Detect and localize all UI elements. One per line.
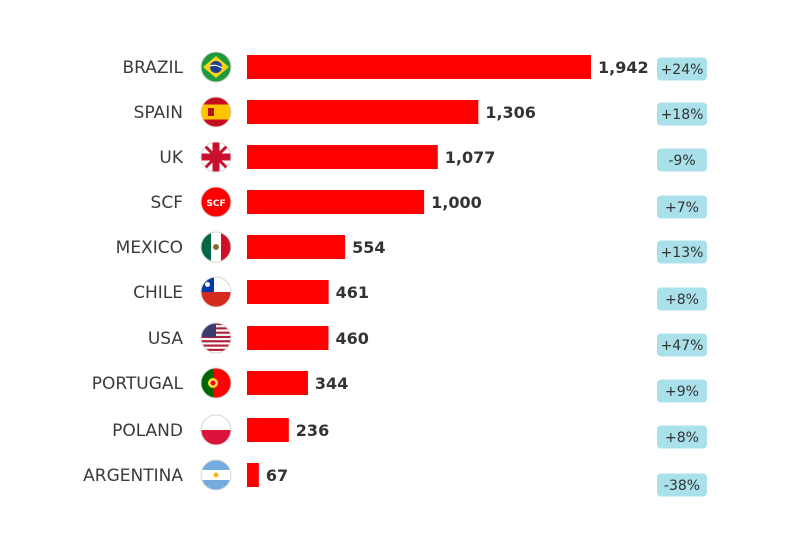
change-label: -38% [664,478,700,494]
category-label: PORTUGAL [92,374,184,394]
change-label: +8% [665,430,699,446]
poland-flag-icon [200,414,232,446]
change-badge [657,102,707,126]
bar [247,100,479,124]
brazil-flag-icon [200,51,232,83]
data-label: 236 [296,421,329,440]
bar-row: SCF SCF 1,000 +7% [151,186,707,219]
change-label: +8% [665,292,699,308]
bar [247,145,438,169]
category-label: SCF [151,193,183,213]
category-label: USA [148,329,184,349]
change-badge [657,148,707,172]
bar-row: MEXICO 554 +13% [116,231,707,264]
category-label: MEXICO [116,238,183,258]
usa-flag-icon [200,322,232,354]
scf-logo-text: SCF [206,199,225,209]
bar [247,418,289,442]
category-label: BRAZIL [122,58,183,78]
change-badge [657,379,707,403]
change-label: -9% [668,153,695,169]
bar [247,371,308,395]
change-label: +9% [665,384,699,400]
data-label: 1,077 [445,148,496,167]
bar-row: UK 1,077 -9% [159,141,707,173]
category-label: CHILE [133,283,183,303]
bar-row: USA 460 +47% [148,322,707,357]
category-label: UK [159,148,183,168]
change-badge [657,195,707,219]
argentina-flag-icon [200,459,232,491]
change-badge [657,287,707,311]
bar [247,280,329,304]
data-label: 554 [352,238,385,257]
change-label: +18% [661,107,704,123]
category-label: POLAND [112,421,183,441]
bar-row: POLAND 236 +8% [112,414,707,449]
bar [247,326,329,350]
chile-flag-icon [200,276,232,308]
data-label: 1,942 [598,58,649,77]
change-badge [657,473,707,497]
change-badge [657,425,707,449]
bar-row: BRAZIL 1,942 +24% [122,51,707,83]
spain-flag-icon [200,96,232,128]
change-label: +13% [661,245,704,261]
bar [247,55,591,79]
change-badge [657,240,707,264]
bar [247,190,425,214]
bar-row: PORTUGAL 344 +9% [92,367,707,403]
change-label: +7% [665,200,699,216]
portugal-flag-icon [200,367,232,399]
change-label: +24% [661,62,704,78]
change-badge [657,333,707,357]
data-label: 67 [266,466,288,485]
scf-logo-icon: SCF [200,186,232,218]
bar-row: SPAIN 1,306 +18% [134,96,707,128]
data-label: 461 [336,283,369,302]
category-label: ARGENTINA [83,466,183,486]
change-label: +47% [661,338,704,354]
bar [247,235,346,259]
data-label: 1,306 [485,103,536,122]
data-label: 344 [315,374,348,393]
bar-row: ARGENTINA 67 -38% [83,459,707,497]
uk-flag-icon [200,141,232,173]
data-label: 1,000 [431,193,482,212]
data-label: 460 [335,329,368,348]
mexico-flag-icon [200,231,232,263]
bar [247,463,259,487]
change-badge [657,57,707,81]
bar-row: CHILE 461 +8% [133,276,707,311]
category-label: SPAIN [134,103,183,123]
